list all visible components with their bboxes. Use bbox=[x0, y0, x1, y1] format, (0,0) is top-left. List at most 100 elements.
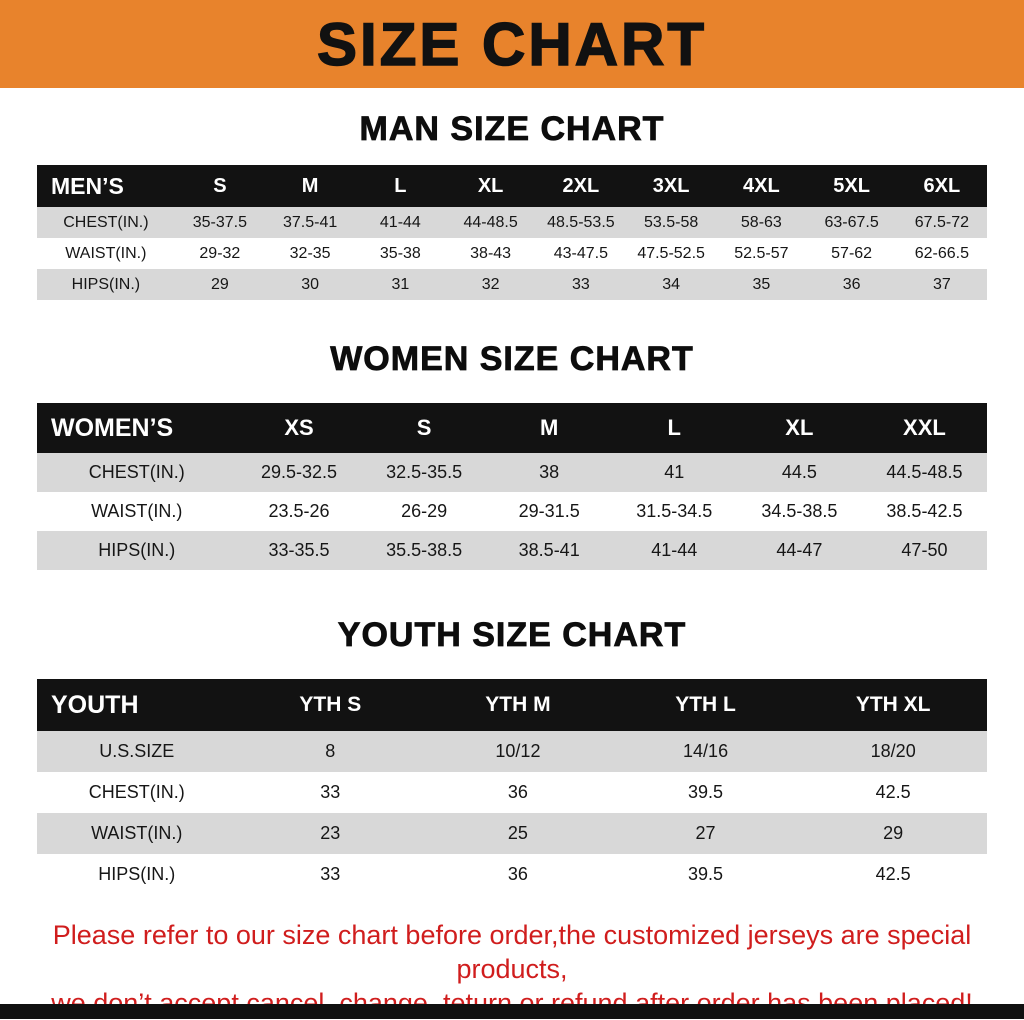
row-label: HIPS(IN.) bbox=[37, 269, 175, 300]
column-header: L bbox=[612, 403, 737, 453]
row-label: CHEST(IN.) bbox=[37, 772, 237, 813]
table-cell: 57-62 bbox=[807, 238, 897, 269]
table-cell: 33 bbox=[237, 772, 425, 813]
table-cell: 37 bbox=[897, 269, 987, 300]
table-cell: 25 bbox=[424, 813, 612, 854]
row-label: WAIST(IN.) bbox=[37, 813, 237, 854]
table-cell: 36 bbox=[424, 854, 612, 895]
table-cell: 35 bbox=[716, 269, 806, 300]
column-header: XL bbox=[737, 403, 862, 453]
table-cell: 39.5 bbox=[612, 854, 800, 895]
table-cell: 35-38 bbox=[355, 238, 445, 269]
section-title-women: WOMEN SIZE CHART bbox=[0, 340, 1024, 379]
table-cell: 29 bbox=[175, 269, 265, 300]
table-cell: 47-50 bbox=[862, 531, 987, 570]
column-header: YTH M bbox=[424, 679, 612, 731]
row-label: U.S.SIZE bbox=[37, 731, 237, 772]
table-cell: 39.5 bbox=[612, 772, 800, 813]
table-cell: 33-35.5 bbox=[237, 531, 362, 570]
table-cell: 37.5-41 bbox=[265, 207, 355, 238]
table-cell: 44-48.5 bbox=[446, 207, 536, 238]
table-cell: 27 bbox=[612, 813, 800, 854]
column-header: L bbox=[355, 165, 445, 207]
table-cell: 29-32 bbox=[175, 238, 265, 269]
table-cell: 23 bbox=[237, 813, 425, 854]
row-label: WAIST(IN.) bbox=[37, 492, 237, 531]
table-cell: 31 bbox=[355, 269, 445, 300]
table-cell: 33 bbox=[237, 854, 425, 895]
table-corner-label: YOUTH bbox=[37, 679, 237, 731]
column-header: 6XL bbox=[897, 165, 987, 207]
table-cell: 35.5-38.5 bbox=[362, 531, 487, 570]
table-cell: 38.5-42.5 bbox=[862, 492, 987, 531]
table-cell: 35-37.5 bbox=[175, 207, 265, 238]
table-cell: 43-47.5 bbox=[536, 238, 626, 269]
table-cell: 41-44 bbox=[612, 531, 737, 570]
column-header: 5XL bbox=[807, 165, 897, 207]
table-cell: 34.5-38.5 bbox=[737, 492, 862, 531]
table-cell: 30 bbox=[265, 269, 355, 300]
table-cell: 44.5 bbox=[737, 453, 862, 492]
title-banner: SIZE CHART bbox=[0, 0, 1024, 88]
column-header: 4XL bbox=[716, 165, 806, 207]
table-cell: 41-44 bbox=[355, 207, 445, 238]
page-title: SIZE CHART bbox=[317, 10, 707, 79]
table-cell: 38.5-41 bbox=[487, 531, 612, 570]
table-cell: 53.5-58 bbox=[626, 207, 716, 238]
table-cell: 14/16 bbox=[612, 731, 800, 772]
table-cell: 31.5-34.5 bbox=[612, 492, 737, 531]
table-cell: 32 bbox=[446, 269, 536, 300]
table-corner-label: MEN’S bbox=[37, 165, 175, 207]
table-cell: 38 bbox=[487, 453, 612, 492]
table-cell: 47.5-52.5 bbox=[626, 238, 716, 269]
table-cell: 38-43 bbox=[446, 238, 536, 269]
column-header: S bbox=[175, 165, 265, 207]
table-cell: 48.5-53.5 bbox=[536, 207, 626, 238]
bottom-bar bbox=[0, 1004, 1024, 1019]
disclaimer-line-1: Please refer to our size chart before or… bbox=[22, 919, 1002, 987]
row-label: CHEST(IN.) bbox=[37, 453, 237, 492]
column-header: XS bbox=[237, 403, 362, 453]
table-cell: 42.5 bbox=[799, 772, 987, 813]
column-header: M bbox=[487, 403, 612, 453]
table-cell: 41 bbox=[612, 453, 737, 492]
column-header: S bbox=[362, 403, 487, 453]
column-header: YTH XL bbox=[799, 679, 987, 731]
table-cell: 8 bbox=[237, 731, 425, 772]
table-cell: 67.5-72 bbox=[897, 207, 987, 238]
row-label: HIPS(IN.) bbox=[37, 854, 237, 895]
table-cell: 36 bbox=[424, 772, 612, 813]
table-cell: 18/20 bbox=[799, 731, 987, 772]
section-title-youth: YOUTH SIZE CHART bbox=[0, 616, 1024, 655]
row-label: WAIST(IN.) bbox=[37, 238, 175, 269]
table-cell: 10/12 bbox=[424, 731, 612, 772]
table-cell: 44-47 bbox=[737, 531, 862, 570]
table-cell: 23.5-26 bbox=[237, 492, 362, 531]
table-cell: 33 bbox=[536, 269, 626, 300]
table-corner-label: WOMEN’S bbox=[37, 403, 237, 453]
table-cell: 36 bbox=[807, 269, 897, 300]
table-cell: 32.5-35.5 bbox=[362, 453, 487, 492]
column-header: YTH S bbox=[237, 679, 425, 731]
row-label: HIPS(IN.) bbox=[37, 531, 237, 570]
table-cell: 52.5-57 bbox=[716, 238, 806, 269]
table-cell: 34 bbox=[626, 269, 716, 300]
